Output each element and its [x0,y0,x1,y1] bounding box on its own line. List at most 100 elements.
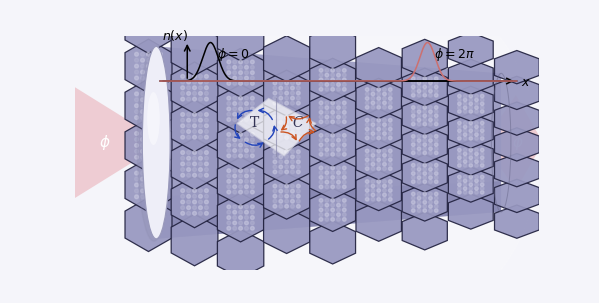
Polygon shape [402,39,447,77]
Circle shape [458,191,461,194]
Circle shape [181,189,184,192]
FancyArrowPatch shape [238,111,252,118]
Circle shape [423,110,426,113]
Circle shape [141,92,144,96]
Circle shape [285,131,289,134]
Circle shape [418,151,421,155]
Circle shape [227,71,231,75]
Circle shape [297,96,300,100]
Circle shape [388,97,392,100]
Circle shape [233,138,237,142]
Circle shape [319,101,323,105]
Circle shape [325,106,329,109]
Circle shape [429,168,432,171]
Polygon shape [356,140,401,180]
Circle shape [233,174,237,178]
Circle shape [429,209,432,212]
Circle shape [244,71,249,75]
Circle shape [238,132,243,136]
Circle shape [480,94,484,98]
Circle shape [291,205,294,208]
Circle shape [475,156,478,159]
Circle shape [159,143,162,147]
Circle shape [204,86,208,90]
Circle shape [412,122,415,126]
Circle shape [238,148,243,152]
Circle shape [337,143,340,147]
Circle shape [159,110,162,114]
Circle shape [377,88,380,91]
Circle shape [469,137,473,140]
Circle shape [423,201,426,204]
Circle shape [475,106,478,109]
Circle shape [147,177,150,181]
Ellipse shape [147,75,166,210]
Circle shape [480,98,484,102]
Circle shape [250,96,254,100]
Circle shape [337,83,340,86]
Circle shape [187,162,190,166]
Circle shape [319,134,323,137]
Circle shape [193,124,196,128]
Circle shape [343,120,346,124]
Circle shape [187,124,190,128]
Circle shape [244,154,249,158]
Circle shape [319,88,323,91]
Circle shape [159,58,162,62]
Circle shape [434,172,438,175]
Circle shape [250,71,254,75]
Circle shape [480,152,484,155]
Circle shape [159,104,162,108]
Circle shape [337,213,340,216]
Circle shape [429,151,432,155]
Circle shape [291,170,294,174]
Circle shape [343,134,346,137]
Circle shape [365,162,369,166]
Circle shape [319,198,323,202]
Circle shape [429,176,432,179]
Circle shape [337,208,340,212]
Circle shape [159,76,162,80]
Circle shape [227,169,231,172]
Circle shape [238,82,243,85]
Circle shape [371,88,375,91]
Circle shape [434,118,438,122]
Circle shape [377,127,380,131]
Circle shape [429,118,432,122]
Circle shape [331,120,334,124]
Circle shape [181,195,184,198]
Polygon shape [495,128,539,161]
Circle shape [198,113,202,116]
Circle shape [331,203,334,207]
Circle shape [147,52,150,56]
Circle shape [233,221,237,225]
Text: C: C [293,116,303,130]
Circle shape [412,180,415,184]
Polygon shape [495,102,539,135]
Circle shape [412,201,415,204]
Circle shape [135,195,138,199]
Circle shape [227,143,231,147]
Circle shape [475,110,478,113]
Circle shape [464,191,467,194]
Circle shape [480,156,484,159]
Circle shape [181,130,184,133]
Circle shape [480,102,484,105]
Circle shape [464,102,467,105]
Circle shape [429,94,432,97]
Circle shape [464,106,467,109]
Circle shape [331,111,334,114]
Circle shape [285,115,289,119]
Circle shape [238,138,243,142]
Circle shape [250,148,254,152]
Polygon shape [217,48,264,97]
Circle shape [337,134,340,137]
Circle shape [147,132,150,135]
Circle shape [319,213,323,216]
Circle shape [365,158,369,161]
Circle shape [337,148,340,152]
Circle shape [337,68,340,72]
Circle shape [365,92,369,96]
Text: $n(x)$: $n(x)$ [162,28,187,42]
Circle shape [279,160,283,164]
